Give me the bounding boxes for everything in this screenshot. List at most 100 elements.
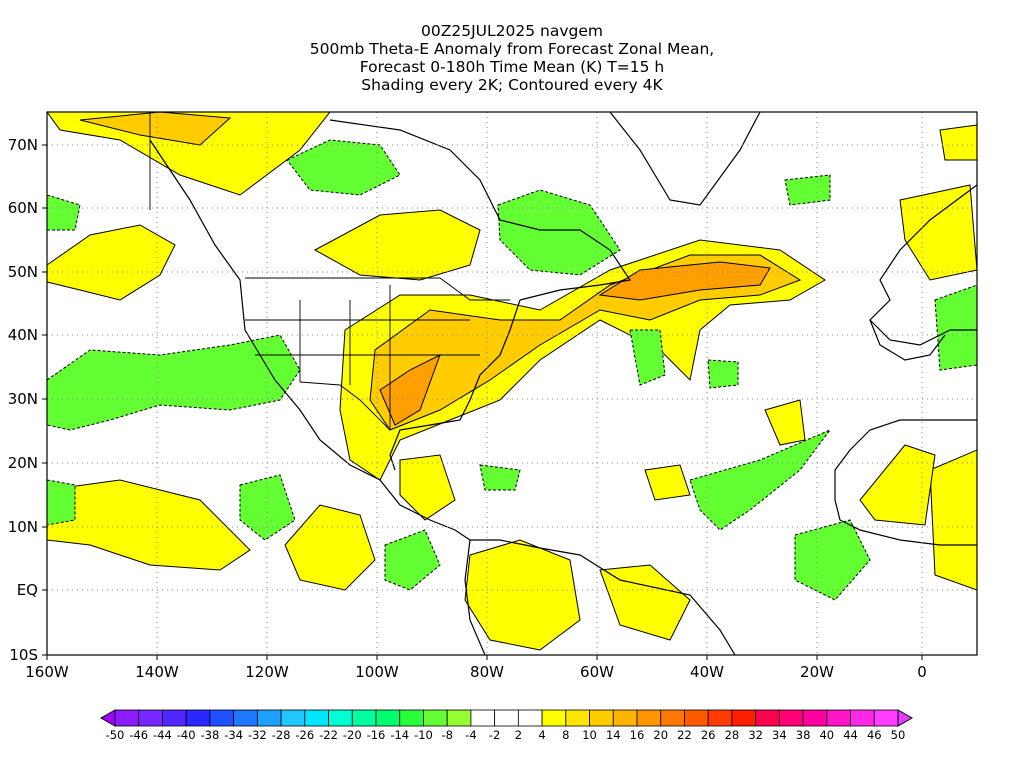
title-line-1: 00Z25JUL2025 navgem <box>421 22 603 40</box>
south-america-coastline <box>470 539 736 655</box>
colorbar-label: 38 <box>796 728 811 742</box>
colorbar-label: -34 <box>224 728 243 742</box>
colorbar-swatch <box>636 709 662 727</box>
lon-label: 100W <box>355 663 399 681</box>
colorbar-swatch <box>304 709 329 727</box>
colorbar-label: 20 <box>653 728 668 742</box>
colorbar-label: -8 <box>441 728 452 742</box>
colorbar-label: -32 <box>248 728 267 742</box>
warm-anomaly-region <box>47 479 251 571</box>
colorbar-swatch <box>517 709 543 727</box>
lon-label: 120W <box>245 663 289 681</box>
colorbar-label: 4 <box>538 728 545 742</box>
colorbar-label: 46 <box>867 728 882 742</box>
colorbar-swatch <box>114 709 140 727</box>
title-line-3: Forecast 0-180h Time Mean (K) T=15 h <box>359 58 665 76</box>
north-america-coastline <box>149 139 471 541</box>
map-frame <box>46 111 978 656</box>
colorbar-label: 10 <box>582 728 597 742</box>
colorbar-swatch <box>162 709 187 727</box>
warm-anomaly-core <box>79 112 232 146</box>
colorbar-label: -20 <box>343 728 362 742</box>
chart-title-block: 00Z25JUL2025 navgem 500mb Theta-E Anomal… <box>0 22 1024 94</box>
lat-label: 20N <box>8 454 38 472</box>
colorbar-label: -16 <box>367 728 386 742</box>
colorbar-right-arrow <box>897 709 914 727</box>
colorbar-label: -46 <box>129 728 148 742</box>
cool-anomaly-region <box>384 529 441 591</box>
colorbar-swatch <box>612 709 638 727</box>
coastlines <box>149 112 977 655</box>
cool-anomaly-region <box>479 464 521 491</box>
warm-anomaly-region <box>859 444 936 526</box>
colorbar-label: 26 <box>701 728 716 742</box>
colorbar-swatch <box>684 709 709 727</box>
cool-anomaly-region <box>784 174 831 206</box>
colorbar-swatch <box>446 709 472 727</box>
colorbar-swatch <box>256 709 282 727</box>
colorbar-label: -28 <box>272 728 291 742</box>
lon-label: 40W <box>690 663 724 681</box>
latitude-labels: 70N 60N 50N 40N 30N 20N 10N EQ 10S <box>8 136 38 664</box>
lat-label: 60N <box>8 199 38 217</box>
warm-anomaly-region <box>599 564 691 641</box>
colorbar-label: 40 <box>819 728 834 742</box>
colorbar-label: 2 <box>515 728 522 742</box>
colorbar-swatch <box>209 709 235 727</box>
colorbar-label: -44 <box>153 728 172 742</box>
colorbar-swatch <box>755 709 780 727</box>
iberia-coastline <box>869 319 946 361</box>
lon-label: 80W <box>470 663 504 681</box>
lon-label: 20W <box>800 663 834 681</box>
colorbar-swatch <box>494 709 519 727</box>
lat-label: EQ <box>17 581 38 599</box>
lon-label: 140W <box>135 663 179 681</box>
warm-anomaly-max <box>379 353 441 426</box>
colorbar-label: -26 <box>295 728 314 742</box>
colorbar-label: -2 <box>489 728 500 742</box>
colorbar-swatch <box>802 709 828 727</box>
tick-marks <box>42 144 923 660</box>
warm-anomaly-region <box>464 539 581 651</box>
colorbar-swatch <box>778 709 804 727</box>
lat-label: 40N <box>8 326 38 344</box>
greenland-coastline <box>609 112 761 206</box>
south-america-west-coastline <box>464 539 486 655</box>
colorbar-swatch <box>731 709 757 727</box>
cool-anomaly-region <box>47 479 76 526</box>
us-mexico-border <box>299 381 391 431</box>
colorbar-swatch <box>185 709 211 727</box>
anomaly-shading <box>47 112 977 651</box>
europe-coastline <box>869 184 977 346</box>
lat-label: 70N <box>8 136 38 154</box>
cool-anomaly-region <box>47 334 301 431</box>
longitude-labels: 160W 140W 120W 100W 80W 60W 40W 20W 0 <box>25 663 927 681</box>
lat-label: 50N <box>8 263 38 281</box>
colorbar-label: -38 <box>201 728 220 742</box>
colorbar-swatch <box>826 709 851 727</box>
cool-anomaly-region <box>629 329 666 386</box>
map-content <box>47 112 977 655</box>
warm-anomaly-region <box>939 124 977 161</box>
colorbar-swatch <box>328 709 353 727</box>
title-line-4: Shading every 2K; Contoured every 4K <box>361 76 663 94</box>
colorbar-label: -14 <box>390 728 409 742</box>
colorbar-left-arrow <box>99 709 116 727</box>
colorbar-label: -50 <box>106 728 125 742</box>
cool-anomaly-region <box>794 519 871 601</box>
colorbar-label: 14 <box>606 728 621 742</box>
cool-anomaly-region <box>707 359 739 389</box>
colorbar-label: 44 <box>843 728 858 742</box>
colorbar-label: 28 <box>725 728 740 742</box>
lon-label: 60W <box>580 663 614 681</box>
warm-anomaly-region <box>644 464 691 501</box>
warm-anomaly-region <box>47 224 176 301</box>
colorbar-swatch <box>565 709 590 727</box>
lon-label: 160W <box>25 663 69 681</box>
lat-label: 10S <box>9 646 38 664</box>
colorbar-swatch <box>375 709 401 727</box>
graticule <box>47 112 977 655</box>
cool-anomaly-region <box>47 194 81 231</box>
colorbar-swatch <box>423 709 448 727</box>
